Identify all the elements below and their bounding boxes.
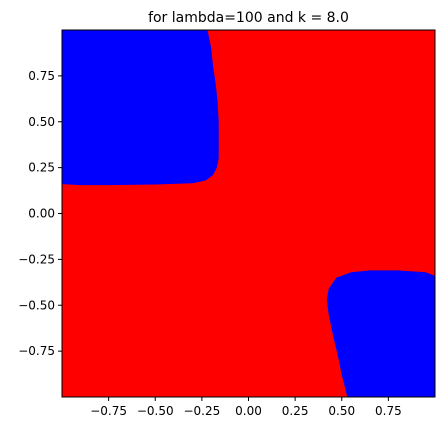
x-tick-label: 0.00 xyxy=(235,404,262,418)
y-tick-label: 0.25 xyxy=(28,161,55,175)
x-tick-label: 0.75 xyxy=(375,404,402,418)
x-tick-label: −0.25 xyxy=(183,404,220,418)
plot-area xyxy=(61,29,436,398)
y-tick-label: 0.00 xyxy=(28,207,55,221)
blue-region-1 xyxy=(62,30,219,186)
x-tick-label: −0.75 xyxy=(90,404,127,418)
x-tick-label: 0.25 xyxy=(282,404,309,418)
y-tick-label: −0.25 xyxy=(18,252,55,266)
y-tick-label: 0.50 xyxy=(28,115,55,129)
y-tick-label: 0.75 xyxy=(28,69,55,83)
y-axis: 0.75 0.50 0.25 0.00 −0.25 −0.50 −0.75 xyxy=(18,69,62,358)
blue-region-2 xyxy=(326,270,435,397)
y-tick-label: −0.75 xyxy=(18,344,55,358)
x-tick-label: −0.50 xyxy=(137,404,174,418)
x-tick-label: 0.50 xyxy=(328,404,355,418)
chart-title: for lambda=100 and k = 8.0 xyxy=(148,10,349,26)
blue-class-regions xyxy=(62,30,435,397)
x-axis: −0.75 −0.50 −0.25 0.00 0.25 0.50 0.75 xyxy=(90,397,402,418)
y-tick-label: −0.50 xyxy=(18,298,55,312)
